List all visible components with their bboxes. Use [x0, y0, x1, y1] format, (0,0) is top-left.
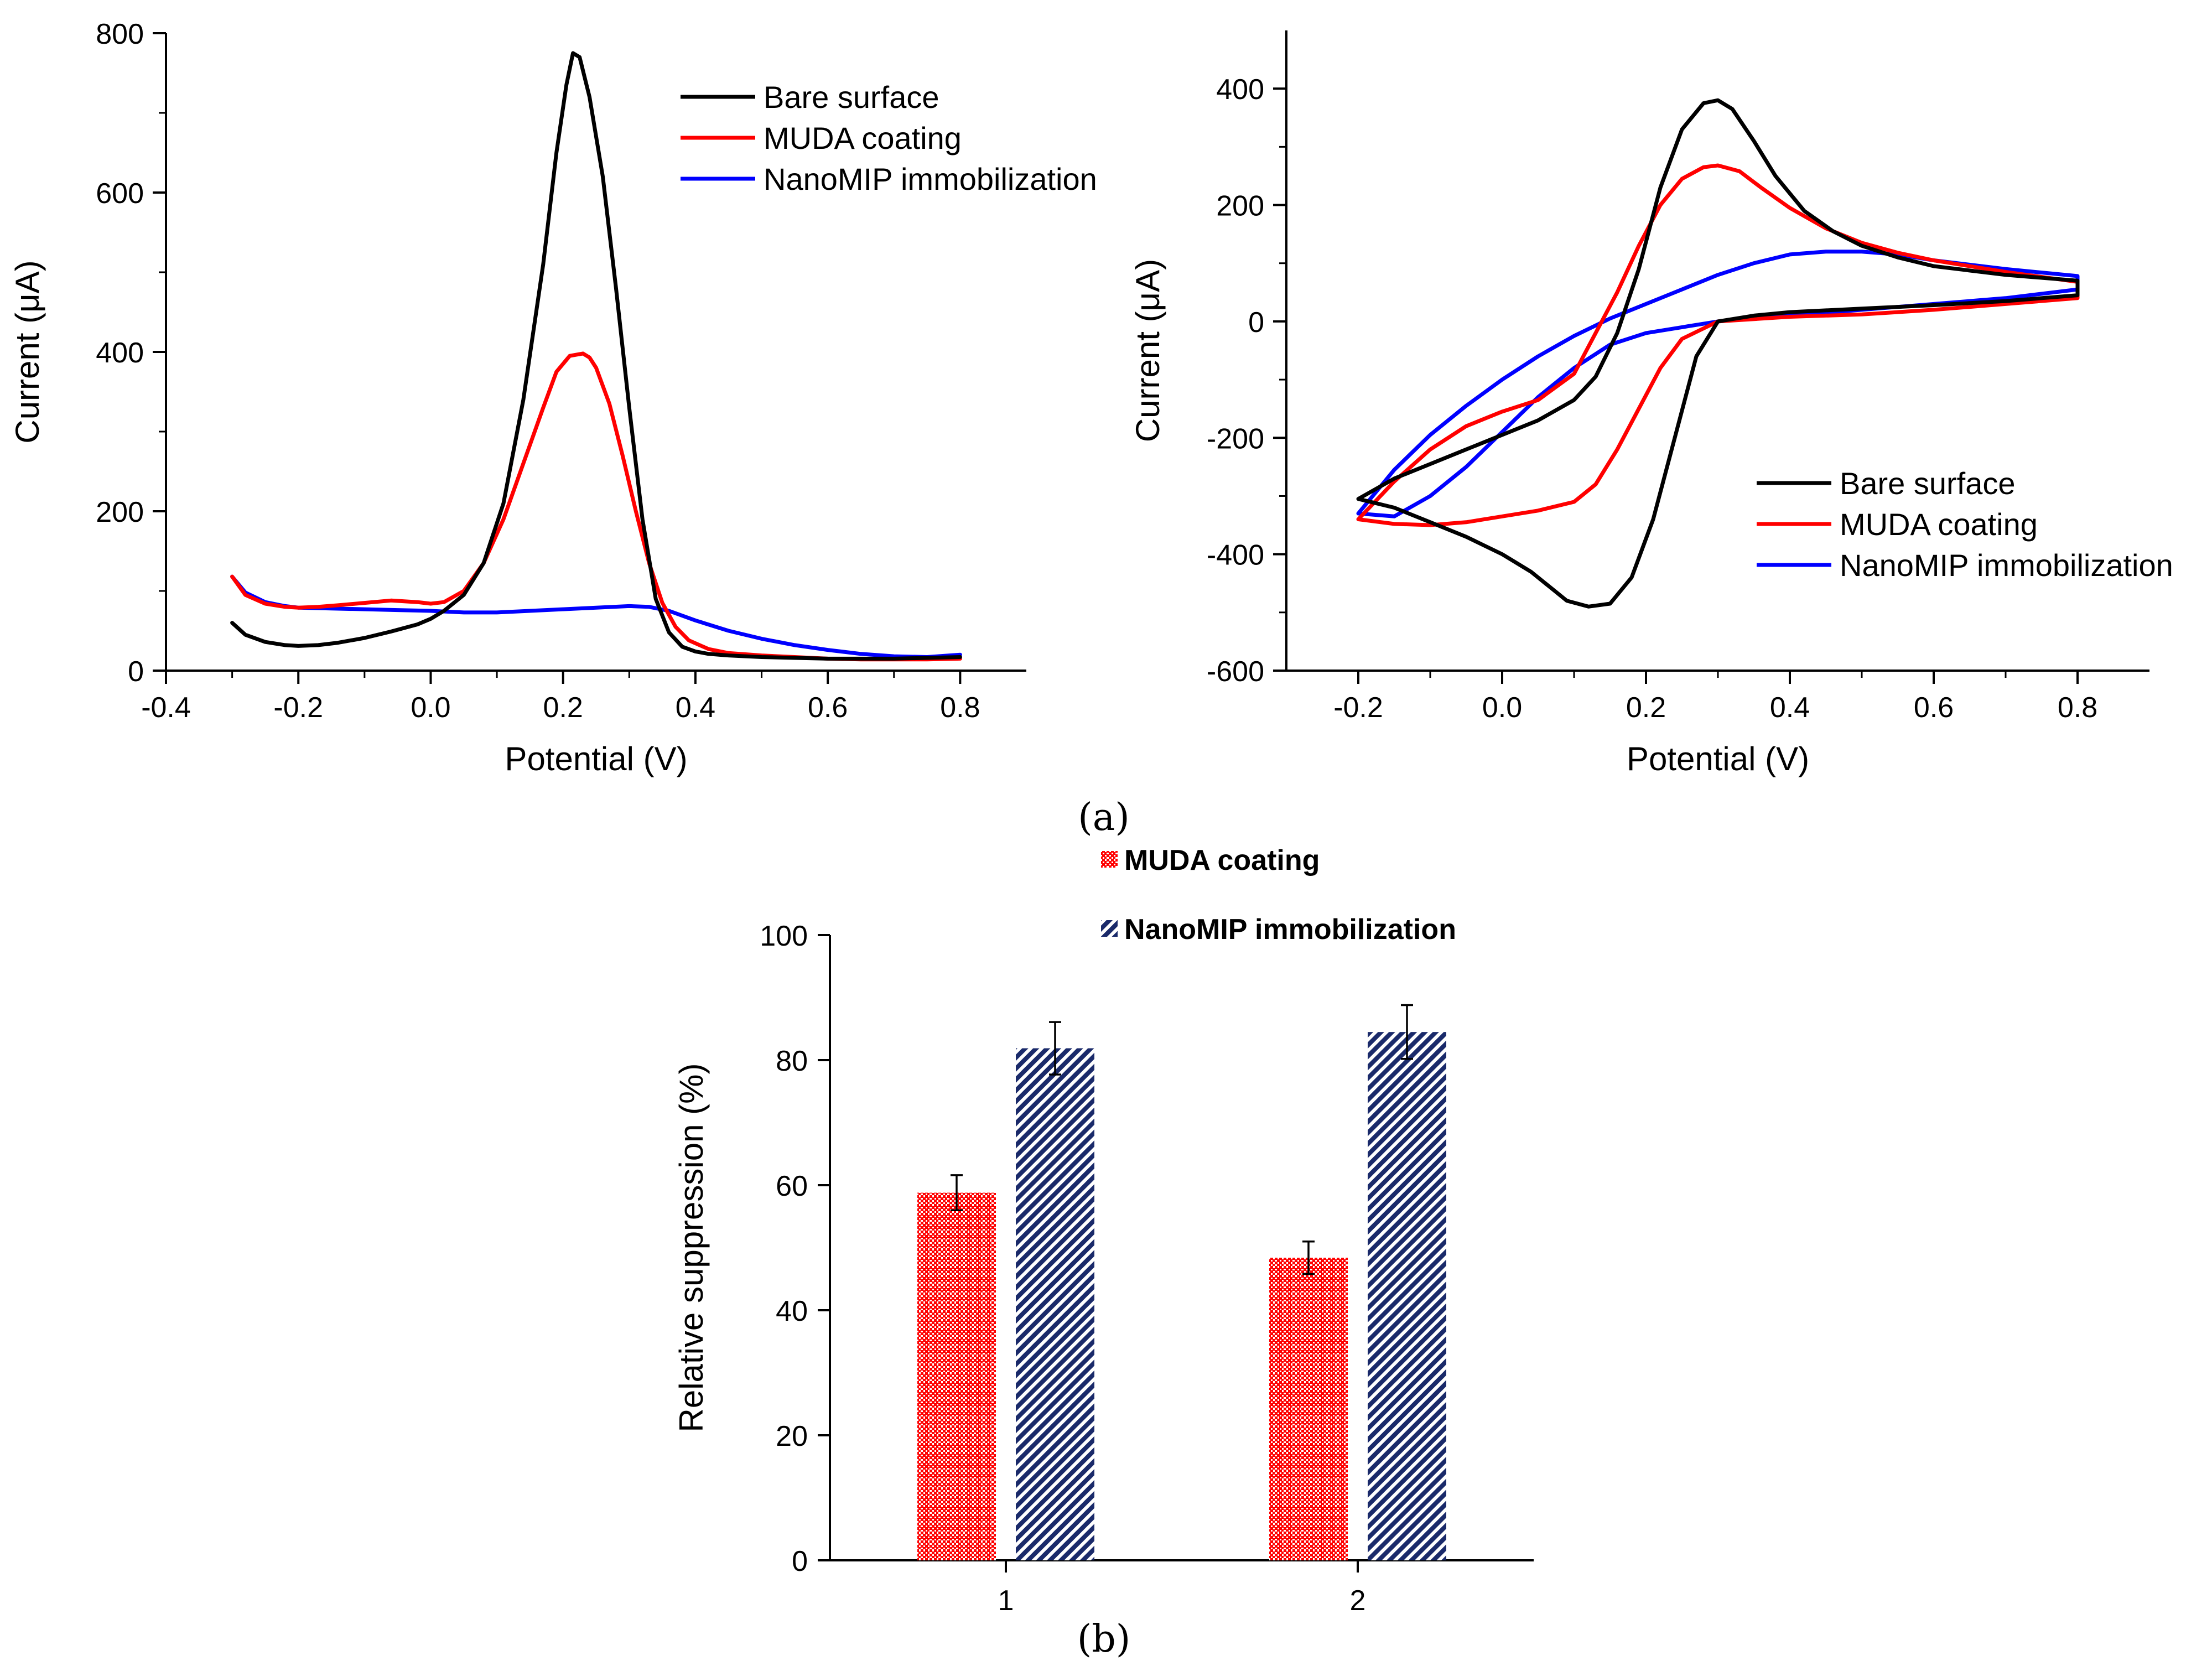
y-tick-label: -600 — [1207, 656, 1264, 688]
legend-swatch — [1101, 920, 1118, 937]
series-line — [1356, 98, 2080, 609]
y-axis-label: Relative suppression (%) — [673, 1063, 710, 1433]
x-tick-label: 0.6 — [1914, 692, 1954, 724]
legend-label: NanoMIP immobilization — [764, 162, 1097, 196]
x-axis-label: Potential (V) — [1627, 740, 1809, 777]
y-tick-label: 0 — [128, 656, 144, 688]
legend-label: Bare surface — [1840, 466, 2016, 501]
series-line — [230, 574, 962, 659]
x-tick-label: 0.0 — [1482, 692, 1522, 724]
panel-a-label: (a) — [1078, 796, 1130, 839]
y-tick-label: 200 — [1216, 190, 1264, 222]
y-tick-label: 20 — [776, 1420, 808, 1452]
y-tick-label: 600 — [96, 178, 144, 210]
x-tick-label: 0.4 — [1770, 692, 1810, 724]
suppression-bar-chart: 0 20 40 60 80 100 Relative suppression (%) 1 2 MU… — [673, 844, 1534, 1617]
y-tick-label: 0 — [792, 1545, 808, 1577]
x-tick-label: 0.2 — [1626, 692, 1666, 724]
series-line — [230, 351, 962, 662]
y-axis-label: Current (μA) — [9, 260, 46, 443]
legend-label: Bare surface — [764, 80, 939, 115]
y-axis-label: Current (μA) — [1129, 259, 1166, 442]
y-tick-label: 0 — [1248, 307, 1264, 339]
x-tick-label: 0.6 — [808, 692, 848, 724]
legend-label: MUDA coating — [1840, 507, 2038, 542]
legend-label: NanoMIP immobilization — [1124, 914, 1456, 946]
y-tick-label: 60 — [776, 1170, 808, 1202]
y-tick-label: 800 — [96, 18, 144, 50]
y-tick-label: 400 — [96, 337, 144, 369]
y-tick-label: 200 — [96, 496, 144, 528]
x-tick-label: 0.8 — [940, 692, 980, 724]
y-tick-label: 400 — [1216, 74, 1264, 106]
x-axis-label: Potential (V) — [505, 740, 687, 777]
x-tick-label: 1 — [998, 1585, 1014, 1617]
y-tick-label: -400 — [1207, 539, 1264, 572]
y-tick-label: -200 — [1207, 423, 1264, 455]
bar — [917, 1192, 996, 1560]
y-tick-label: 40 — [776, 1295, 808, 1327]
x-tick-label: -0.2 — [1333, 692, 1383, 724]
bar — [1368, 1032, 1446, 1560]
x-tick-label: -0.4 — [141, 692, 191, 724]
x-tick-label: 0.2 — [543, 692, 583, 724]
legend-label: NanoMIP immobilization — [1840, 548, 2173, 583]
dpv-chart: -0.4 -0.2 0.0 0.2 0.4 0.6 0.8 0 200 400 600 800 Pote… — [9, 18, 1097, 777]
y-tick-label: 100 — [760, 920, 808, 952]
legend-swatch — [1101, 851, 1118, 868]
bar — [1016, 1048, 1094, 1560]
legend-label: MUDA coating — [764, 121, 962, 155]
x-tick-label: 0.4 — [676, 692, 715, 724]
y-tick-label: 80 — [776, 1045, 808, 1077]
x-tick-label: -0.2 — [273, 692, 323, 724]
panel-b-label: (b) — [1077, 1617, 1131, 1661]
cv-chart: -0.2 0.0 0.2 0.4 0.6 0.8 -600 -400 -200 0 200 400 Po… — [1129, 30, 2173, 777]
x-tick-label: 2 — [1350, 1585, 1366, 1617]
legend-label: MUDA coating — [1124, 844, 1320, 876]
x-tick-label: 0.0 — [411, 692, 450, 724]
series-line — [1356, 163, 2080, 527]
series-line — [1356, 250, 2080, 518]
x-tick-label: 0.8 — [2058, 692, 2097, 724]
series-line — [230, 51, 962, 661]
bar — [1269, 1258, 1348, 1560]
